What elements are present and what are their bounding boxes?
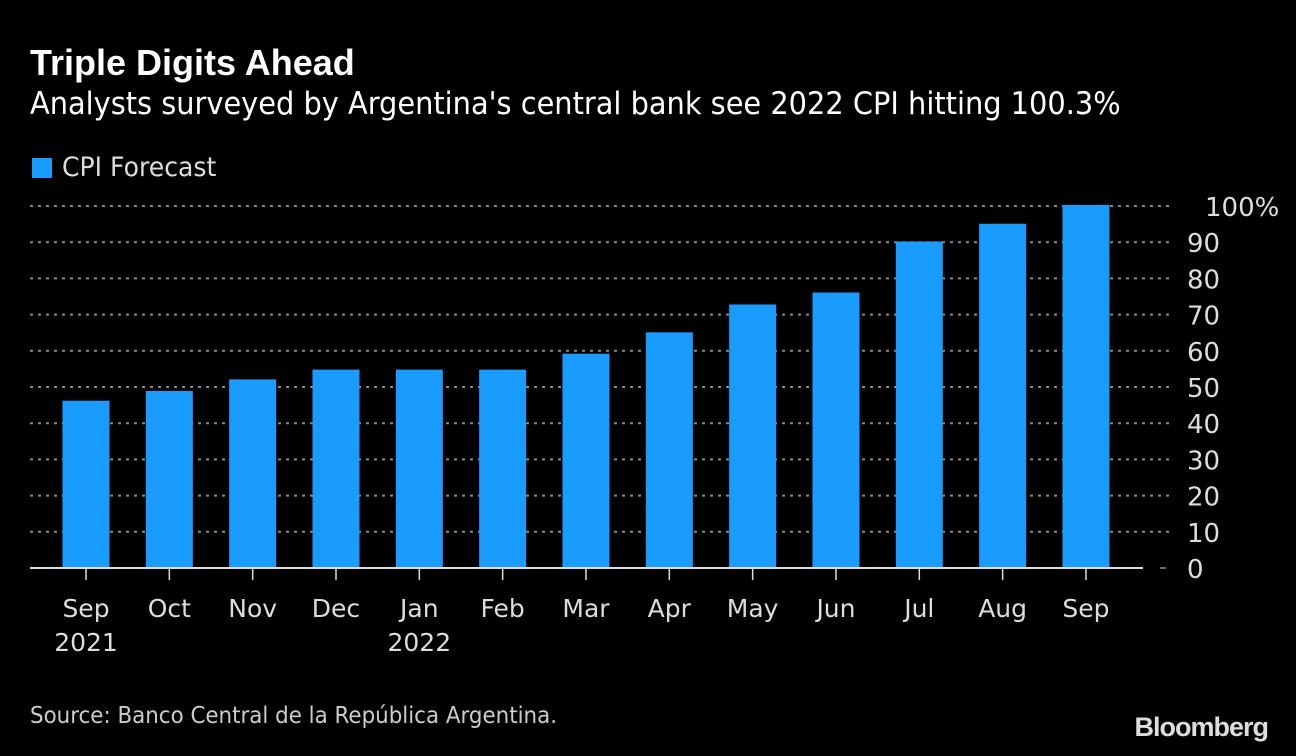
x-tick-label: Apr bbox=[648, 594, 692, 623]
legend-label: CPI Forecast bbox=[62, 152, 217, 183]
y-tick-label: 20 bbox=[1187, 483, 1220, 513]
y-tick-label: 50 bbox=[1187, 374, 1220, 404]
x-tick-label: Mar bbox=[562, 594, 610, 623]
x-tick-label: Dec bbox=[312, 594, 360, 623]
legend-swatch bbox=[32, 157, 52, 178]
bar bbox=[729, 304, 777, 568]
bar bbox=[895, 241, 943, 568]
y-tick-label: 30 bbox=[1187, 446, 1220, 476]
x-tick-label: Feb bbox=[481, 594, 525, 623]
x-tick-label: May bbox=[727, 594, 779, 623]
bar bbox=[562, 353, 610, 568]
x-tick-label: Jun bbox=[814, 594, 855, 623]
bar bbox=[312, 369, 360, 568]
x-tick-label: Jan bbox=[398, 594, 439, 623]
x-tick-label: Oct bbox=[148, 594, 191, 623]
x-tick-label: Nov bbox=[228, 594, 277, 623]
bar bbox=[145, 390, 193, 568]
x-tick-label: Jul bbox=[902, 594, 934, 623]
x-tick-label: Aug bbox=[978, 594, 1027, 623]
y-tick-label: 70 bbox=[1187, 302, 1220, 332]
x-tick-year: 2021 bbox=[54, 628, 118, 657]
x-tick-label: Sep bbox=[1062, 594, 1109, 623]
y-tick-label: 0 bbox=[1187, 555, 1204, 585]
chart-subtitle: Analysts surveyed by Argentina's central… bbox=[30, 86, 1121, 122]
bar bbox=[395, 369, 443, 568]
source-note: Source: Banco Central de la República Ar… bbox=[30, 703, 557, 729]
bar bbox=[229, 379, 277, 568]
bar bbox=[1062, 204, 1110, 568]
bloomberg-logo: Bloomberg bbox=[1134, 712, 1269, 742]
legend: CPI Forecast bbox=[32, 152, 228, 183]
bar bbox=[812, 292, 860, 568]
y-tick-label: 90 bbox=[1187, 229, 1220, 259]
bar bbox=[979, 223, 1027, 568]
bar bbox=[645, 332, 693, 568]
bar bbox=[62, 400, 110, 568]
y-tick-label: 100% bbox=[1205, 193, 1279, 223]
x-tick-year: 2022 bbox=[388, 628, 452, 657]
y-tick-label: 60 bbox=[1187, 338, 1220, 368]
y-tick-label: 80 bbox=[1187, 265, 1220, 295]
y-tick-label: 40 bbox=[1187, 410, 1220, 440]
x-tick-label: Sep bbox=[62, 594, 109, 623]
bar bbox=[479, 369, 527, 568]
chart-title: Triple Digits Ahead bbox=[30, 42, 355, 83]
y-tick-label: 10 bbox=[1187, 519, 1220, 549]
